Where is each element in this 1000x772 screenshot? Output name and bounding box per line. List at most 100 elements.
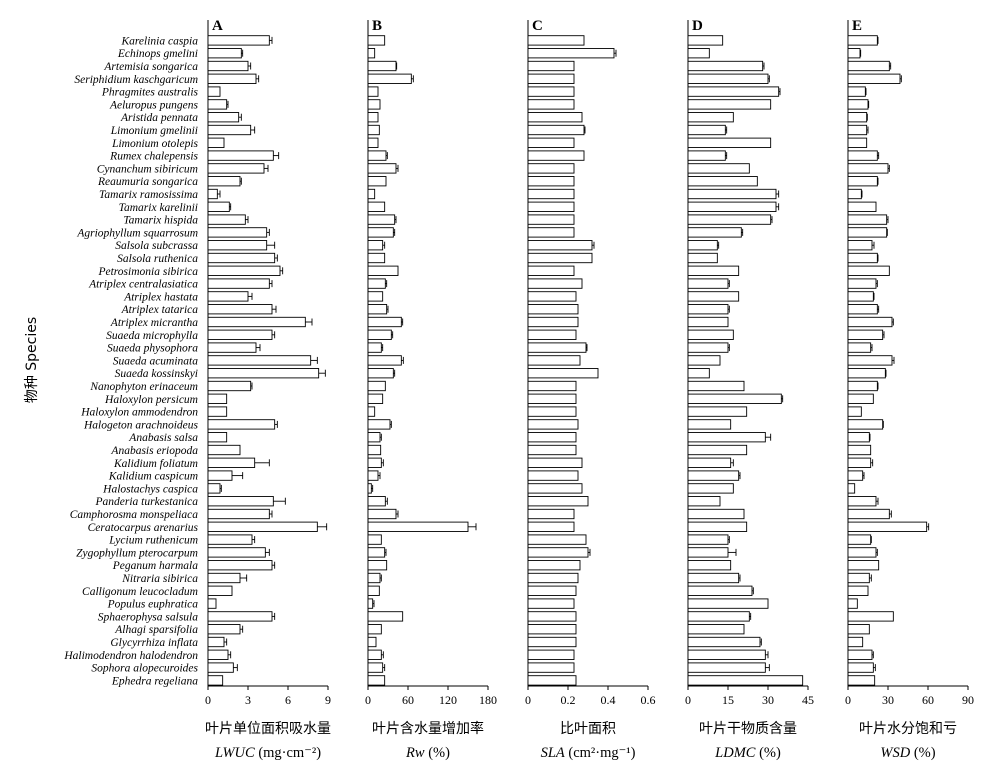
bar [367, 252, 386, 264]
bar [207, 457, 256, 468]
bar [367, 444, 382, 456]
bar [207, 355, 312, 366]
bar [367, 393, 384, 404]
bar [847, 252, 878, 264]
species-label: Halogeton arachnoideus [83, 419, 199, 431]
bar [207, 380, 252, 392]
x-axis-label-cn: 比叶面积 [560, 721, 616, 737]
bar [367, 201, 386, 212]
bar [687, 611, 750, 622]
bar [687, 598, 769, 609]
species-label: Suaeda microphylla [106, 330, 198, 342]
x-axis-abbrev: Rw [405, 745, 425, 761]
x-tick-label: 120 [439, 693, 457, 707]
bar [207, 176, 241, 187]
species-label: Atriplex tatarica [121, 304, 199, 316]
bar [207, 124, 252, 136]
bar [367, 176, 387, 187]
species-label: Sophora alopecuroides [91, 663, 198, 675]
bar [847, 457, 872, 468]
bar [207, 304, 273, 315]
bar [527, 342, 587, 353]
x-axis-label-cn: 叶片干物质含量 [699, 721, 797, 737]
bar [207, 201, 230, 212]
bar [847, 662, 874, 673]
bar [527, 547, 589, 558]
x-tick-label: 0 [365, 693, 371, 707]
x-axis-unit: (%) [755, 745, 781, 761]
bar [527, 611, 577, 622]
bar [527, 457, 583, 468]
bar [367, 662, 384, 673]
panel-c: 0 0.2 0.4 0.6 C 比叶面积 SLA (cm²·mg⁻¹) [525, 18, 656, 761]
panel-a: 0 3 6 9 A 叶片单位面积吸水量 LWUC (mg·cm⁻²) [205, 18, 331, 761]
bar [367, 483, 372, 494]
bar [207, 163, 265, 174]
bar [367, 585, 380, 596]
species-label: Cynanchum sibiricum [97, 163, 198, 175]
species-label: Alhagi sparsifolia [114, 624, 198, 636]
x-tick-label: 6 [285, 693, 291, 707]
bar [847, 572, 870, 584]
bar [207, 470, 233, 481]
bar [207, 675, 224, 686]
bar [367, 508, 397, 520]
x-tick-label: 0 [685, 693, 691, 707]
bar [527, 585, 577, 596]
species-label: Agriophyllum squarrosum [76, 227, 198, 239]
x-axis-label-en: LWUC (mg·cm⁻²) [214, 745, 321, 761]
bar [367, 496, 386, 507]
bar [847, 636, 864, 648]
species-label: Suaeda kossinskyi [115, 368, 198, 380]
bar [367, 560, 388, 571]
bar [367, 598, 374, 609]
bar [687, 572, 740, 584]
bar [207, 534, 253, 545]
bar [207, 227, 268, 238]
bar [687, 368, 710, 379]
bar [687, 99, 772, 110]
species-label: Suaeda acuminata [113, 355, 199, 367]
bar [527, 380, 577, 392]
bar [367, 355, 402, 366]
bar [847, 304, 878, 315]
panel-letter: E [852, 18, 862, 34]
bar [207, 649, 229, 660]
species-label: Anabasis eriopoda [110, 445, 198, 457]
bar [207, 291, 249, 302]
bar [527, 201, 575, 212]
bar [527, 150, 585, 161]
bar [847, 585, 869, 596]
bar [847, 547, 877, 558]
panel-d: 0 15 30 45 D 叶片干物质含量 LDMC (%) [685, 18, 814, 761]
bar [847, 368, 886, 379]
bar [687, 675, 804, 686]
bar [847, 163, 889, 174]
bar [527, 73, 575, 84]
bar [367, 214, 396, 225]
bar [687, 342, 729, 353]
panel-e: 0 30 60 90 E 叶片水分饱和亏 WSD (%) [845, 18, 974, 761]
bar [527, 48, 615, 59]
bar [847, 649, 873, 660]
bar [367, 265, 399, 276]
bar [207, 419, 276, 430]
bar [207, 547, 266, 558]
bar [847, 316, 893, 328]
bar [687, 483, 734, 494]
x-tick-label: 60 [402, 693, 414, 707]
bar [687, 636, 761, 648]
x-axis-label-en: Rw (%) [405, 745, 450, 761]
species-label: Atriplex micrantha [110, 317, 198, 329]
x-tick-label: 0.6 [641, 693, 656, 707]
bar [687, 457, 732, 468]
bar [847, 201, 877, 212]
bar [207, 432, 228, 443]
bar [847, 124, 868, 136]
bar [687, 60, 764, 72]
species-label: Sphaerophysa salsula [98, 611, 198, 623]
species-label: Kalidium caspicum [108, 471, 198, 483]
bar [527, 649, 575, 660]
bar [527, 662, 575, 673]
